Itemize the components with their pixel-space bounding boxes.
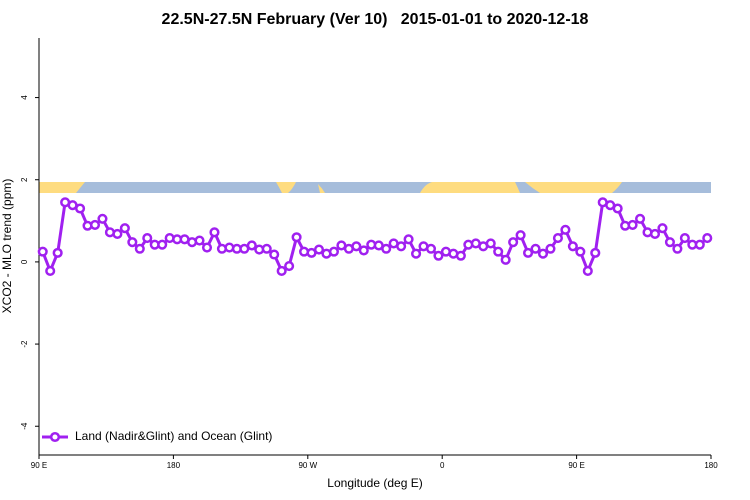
series-line xyxy=(41,200,709,275)
data-point xyxy=(313,244,325,255)
y-tick-label: 2 xyxy=(20,177,29,182)
data-point xyxy=(575,246,586,257)
data-point xyxy=(134,243,145,254)
data-point xyxy=(75,203,86,214)
data-point xyxy=(246,240,257,251)
data-point xyxy=(612,203,623,214)
data-point xyxy=(508,237,519,248)
data-point xyxy=(328,246,339,257)
x-tick-label: 180 xyxy=(167,461,181,470)
data-point xyxy=(425,243,437,254)
data-point xyxy=(276,265,287,276)
data-point xyxy=(679,233,690,244)
data-point xyxy=(433,250,444,261)
data-point xyxy=(530,243,541,254)
data-point xyxy=(97,213,108,224)
data-point xyxy=(284,260,295,272)
data-point xyxy=(485,238,496,249)
data-point xyxy=(52,247,63,258)
data-point xyxy=(291,232,302,243)
data-point xyxy=(627,219,638,230)
data-point xyxy=(411,248,422,259)
y-tick-label: 0 xyxy=(20,259,29,264)
data-point xyxy=(545,243,556,254)
data-point xyxy=(537,248,549,259)
data-point xyxy=(523,247,534,258)
chart-title: 22.5N-27.5N February (Ver 10) 2015-01-01… xyxy=(162,11,589,28)
data-point xyxy=(649,228,661,240)
data-point xyxy=(194,235,205,246)
x-tick-label: 90 W xyxy=(298,461,317,470)
data-point xyxy=(664,237,675,248)
data-point xyxy=(702,233,713,244)
data-point xyxy=(157,239,168,250)
data-point xyxy=(560,224,571,235)
x-tick-label: 180 xyxy=(704,461,718,470)
data-point xyxy=(590,247,601,258)
y-tick-label: -4 xyxy=(20,422,29,430)
x-tick-label: 90 E xyxy=(568,461,584,470)
data-point xyxy=(672,243,683,254)
x-tick-label: 0 xyxy=(440,461,445,470)
data-point xyxy=(119,223,130,234)
data-point xyxy=(396,241,407,252)
data-point xyxy=(635,213,646,224)
data-point xyxy=(567,241,578,252)
data-point xyxy=(582,265,593,276)
data-point xyxy=(500,254,511,265)
data-point xyxy=(515,230,526,241)
data-point xyxy=(37,246,48,257)
data-point xyxy=(261,243,272,254)
plot: -4 -2 0 2 4 90 E 180 90 W 0 90 E 180 Land (Nadir&Gl… xyxy=(20,38,718,470)
data-point xyxy=(552,233,563,244)
y-tick-label: 4 xyxy=(20,95,29,100)
data-point xyxy=(358,245,369,256)
data-point xyxy=(493,246,504,257)
data-point xyxy=(127,237,138,248)
y-tick-label: -2 xyxy=(20,340,29,348)
data-point xyxy=(142,233,153,244)
data-point xyxy=(351,241,362,252)
data-point xyxy=(381,243,392,254)
data-point xyxy=(89,219,101,230)
data-point xyxy=(455,250,466,261)
data-point xyxy=(45,265,56,276)
data-point xyxy=(269,249,280,260)
map-strip xyxy=(39,182,711,193)
data-point xyxy=(403,234,414,245)
legend-label: Land (Nadir&Glint) and Ocean (Glint) xyxy=(75,429,272,443)
data-point xyxy=(657,223,668,234)
x-tick-label: 90 E xyxy=(31,461,47,470)
data-point xyxy=(209,227,220,238)
y-axis-label: XCO2 - MLO trend (ppm) xyxy=(0,179,14,314)
legend-marker xyxy=(49,431,61,443)
x-axis-label: Longitude (deg E) xyxy=(327,476,422,490)
data-point xyxy=(112,228,123,240)
data-point xyxy=(201,242,213,253)
data-point xyxy=(694,239,705,250)
